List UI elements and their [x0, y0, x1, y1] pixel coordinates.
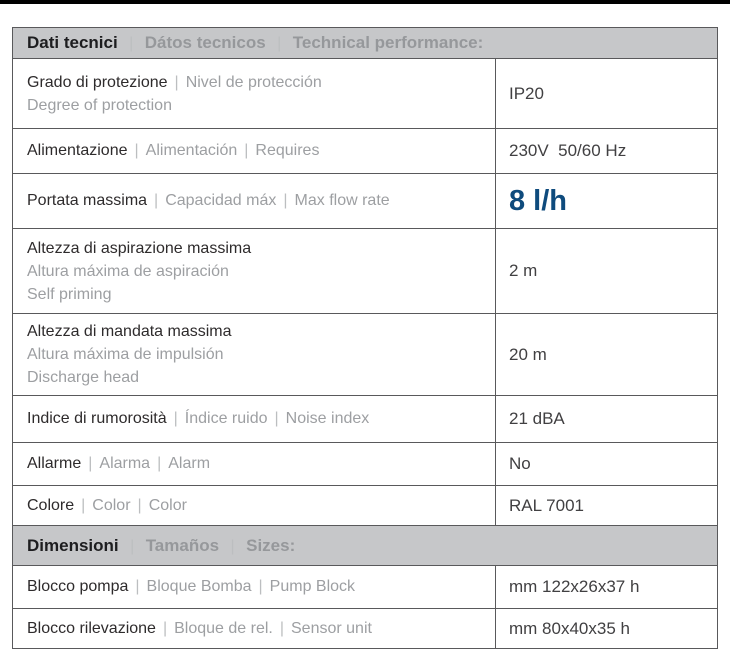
row-color: Colore | Color | Color RAL 7001	[12, 485, 719, 526]
separator-pipe: |	[130, 537, 135, 555]
label-es: Capacidad máx	[165, 192, 277, 209]
label-en: Requires	[255, 142, 320, 159]
separator-pipe: |	[283, 192, 288, 209]
label-it: Altezza di mandata massima	[27, 323, 232, 340]
label-it: Altezza di aspirazione massima	[27, 239, 252, 257]
separator-pipe: |	[88, 455, 93, 472]
label-en: Max flow rate	[294, 192, 390, 209]
separator-pipe: |	[129, 35, 134, 52]
spec-value-cell: IP20	[494, 58, 719, 129]
separator-pipe: |	[162, 619, 168, 637]
label-it: Portata massima	[27, 192, 148, 209]
section-header-dati-tecnici: Dati tecnici | Dátos tecnicos | Technica…	[11, 27, 719, 59]
separator-pipe: |	[174, 73, 179, 91]
label-es: Color	[92, 496, 131, 514]
top-border-bar	[0, 0, 730, 4]
spec-value-cell: 21 dBA	[494, 395, 719, 443]
row-sensor-unit: Blocco rilevazione | Bloque de rel. | Sensor…	[12, 608, 719, 649]
section-title-it: Dimensioni	[27, 535, 119, 555]
label-en: Pump Block	[269, 578, 356, 595]
separator-pipe: |	[277, 35, 282, 52]
separator-pipe: |	[258, 578, 263, 595]
label-es: Alimentación	[145, 142, 238, 159]
spec-label-cell: Altezza di mandata massima Altura máxima…	[12, 313, 496, 396]
label-line: Altura máxima de aspiración	[27, 260, 495, 283]
label-en: Color	[148, 496, 187, 514]
separator-pipe: |	[137, 496, 142, 514]
row-noise: Indice di rumorosità | Índice ruido | Noise …	[12, 395, 719, 443]
label-es: Bloque Bomba	[146, 578, 252, 595]
row-alarm: Allarme | Alarma | Alarm No	[12, 442, 719, 486]
label-en: Degree of protection	[27, 96, 172, 114]
label-en: Sensor unit	[291, 619, 372, 637]
label-es: Nivel de protección	[185, 73, 322, 91]
label-es: Altura máxima de aspiración	[27, 262, 229, 280]
spec-label-cell: Grado di protezione | Nivel de protección …	[12, 58, 496, 129]
spec-value-cell-flow-rate: 8 l/h	[494, 173, 719, 229]
section-header-cell: Dimensioni | Tamaños | Sizes:	[11, 525, 719, 566]
spec-value-cell: 230V 50/60 Hz	[494, 128, 719, 174]
row-power: Alimentazione | Alimentación | Requires 230V…	[12, 128, 719, 174]
spec-value-cell: mm 122x26x37 h	[494, 565, 719, 609]
separator-pipe: |	[173, 410, 178, 427]
spec-value-cell: 2 m	[494, 228, 719, 314]
spec-label-cell: Altezza di aspirazione massima Altura má…	[12, 228, 496, 314]
section-title-it: Dati tecnici	[27, 33, 118, 52]
section-title-es: Tamaños	[145, 535, 220, 555]
spec-value-cell: No	[494, 442, 719, 486]
label-line: Degree of protection	[27, 94, 495, 117]
row-protection-rating: Grado di protezione | Nivel de protección …	[12, 58, 719, 129]
label-es: Altura máxima de impulsión	[27, 346, 224, 363]
label-es: Bloque de rel.	[174, 619, 273, 637]
separator-pipe: |	[134, 142, 139, 159]
section-header-cell: Dati tecnici | Dátos tecnicos | Technica…	[11, 27, 719, 59]
separator-pipe: |	[81, 496, 86, 514]
separator-pipe: |	[274, 410, 279, 427]
spec-label-cell: Alimentazione | Alimentación | Requires	[12, 128, 496, 174]
label-en: Discharge head	[27, 369, 140, 386]
label-it: Allarme	[27, 455, 82, 472]
row-discharge-head: Altezza di mandata massima Altura máxima…	[12, 313, 719, 396]
separator-pipe: |	[230, 537, 235, 555]
spec-label-cell: Blocco rilevazione | Bloque de rel. | Sensor…	[12, 608, 496, 649]
label-it: Grado di protezione	[27, 73, 168, 91]
spec-label-cell: Indice di rumorosità | Índice ruido | Noise …	[12, 395, 496, 443]
separator-pipe: |	[157, 455, 162, 472]
label-it: Indice di rumorosità	[27, 410, 167, 427]
label-es: Índice ruido	[184, 410, 268, 427]
spec-label-cell: Colore | Color | Color	[12, 485, 496, 526]
section-header-dimensioni: Dimensioni | Tamaños | Sizes:	[11, 525, 719, 566]
label-en: Self priming	[27, 285, 112, 303]
tech-spec-table: Dati tecnici | Dátos tecnicos | Technica…	[11, 27, 719, 649]
row-suction-head: Altezza di aspirazione massima Altura má…	[12, 228, 719, 314]
label-line: Grado di protezione | Nivel de protección	[27, 71, 495, 94]
separator-pipe: |	[279, 619, 284, 637]
label-es: Alarma	[99, 455, 151, 472]
label-it: Alimentazione	[27, 142, 128, 159]
label-it: Blocco pompa	[27, 578, 129, 595]
label-it: Blocco rilevazione	[27, 619, 156, 637]
row-flow-rate: Portata massima | Capacidad máx | Max flow r…	[12, 173, 719, 229]
label-line: Altura máxima de impulsión	[27, 343, 495, 366]
section-title-en: Technical performance:	[292, 33, 484, 52]
section-title-es: Dátos tecnicos	[144, 33, 266, 52]
section-title-en: Sizes:	[246, 535, 296, 555]
label-en: Noise index	[285, 410, 370, 427]
label-line: Discharge head	[27, 366, 495, 389]
separator-pipe: |	[244, 142, 249, 159]
spec-label-cell: Portata massima | Capacidad máx | Max flow r…	[12, 173, 496, 229]
separator-pipe: |	[135, 578, 140, 595]
label-en: Alarm	[168, 455, 211, 472]
label-line: Altezza di aspirazione massima	[27, 237, 495, 260]
row-pump-block: Blocco pompa | Bloque Bomba | Pump Block mm …	[12, 565, 719, 609]
spec-value-cell: mm 80x40x35 h	[494, 608, 719, 649]
spec-value-cell: RAL 7001	[494, 485, 719, 526]
label-line: Altezza di mandata massima	[27, 320, 495, 343]
label-it: Colore	[27, 496, 75, 514]
label-line: Self priming	[27, 283, 495, 306]
separator-pipe: |	[154, 192, 159, 209]
spec-value-cell: 20 m	[494, 313, 719, 396]
spec-label-cell: Blocco pompa | Bloque Bomba | Pump Block	[12, 565, 496, 609]
spec-label-cell: Allarme | Alarma | Alarm	[12, 442, 496, 486]
